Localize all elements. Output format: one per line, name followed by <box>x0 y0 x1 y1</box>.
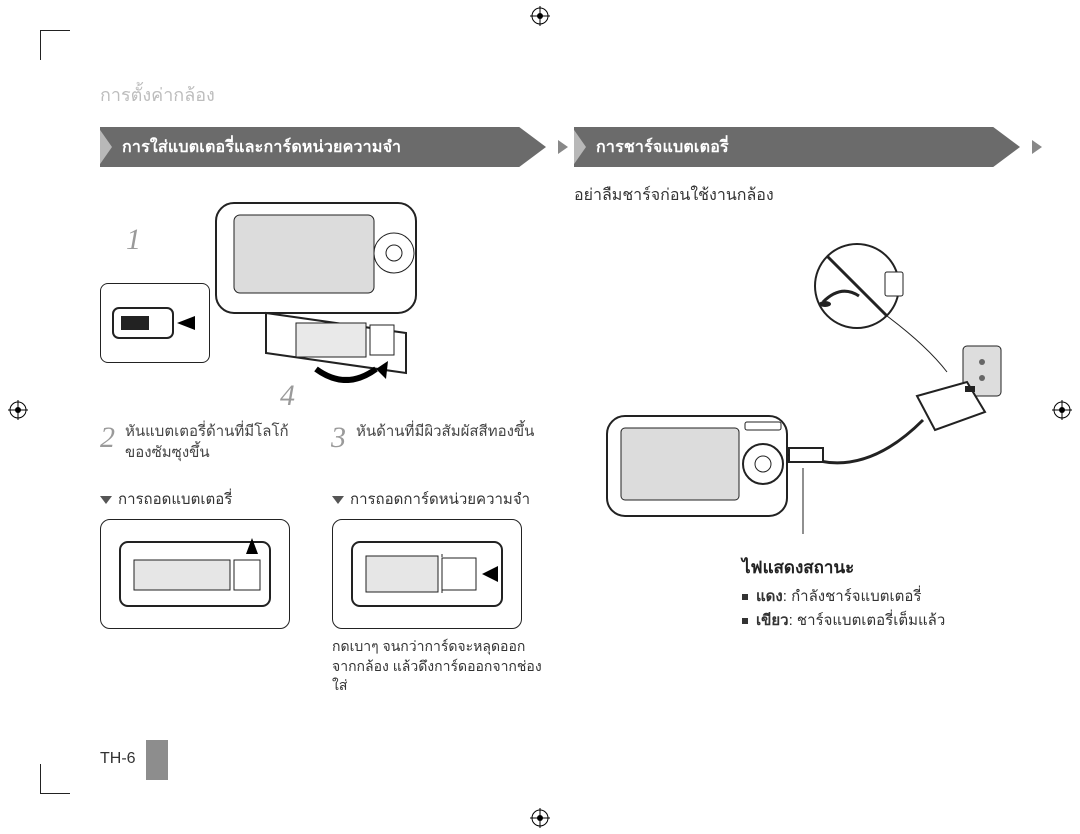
triangle-down-icon <box>332 496 344 504</box>
step-number-3: 3 <box>331 421 346 455</box>
manual-page: การตั้งค่ากล้อง การใส่แบตเตอรี่และการ์ดห… <box>0 0 1080 834</box>
section-header: การตั้งค่ากล้อง <box>100 80 1020 109</box>
page-number-text: TH-6 <box>100 750 136 768</box>
page-number: TH-6 <box>100 740 168 780</box>
heading-charge-battery: การชาร์จแบตเตอรี่ <box>574 127 1020 167</box>
remove-card-caption: กดเบาๆ จนกว่าการ์ดจะหลุดออกจากกล้อง แล้ว… <box>332 637 546 696</box>
page-content: การตั้งค่ากล้อง การใส่แบตเตอรี่และการ์ดห… <box>100 80 1020 774</box>
bullet-icon <box>742 594 748 600</box>
triangle-down-icon <box>100 496 112 504</box>
heading-insert-battery: การใส่แบตเตอรี่และการ์ดหน่วยความจำ <box>100 127 546 167</box>
crop-mark-icon <box>40 764 70 794</box>
remove-card-illustration <box>332 519 522 629</box>
latch-inset-illustration <box>100 283 210 363</box>
remove-card-block: การถอดการ์ดหน่วยความจำ กดเบาๆ จนกว่าการ์… <box>332 487 546 696</box>
insert-battery-column: การใส่แบตเตอรี่และการ์ดหน่วยความจำ 1 <box>100 127 546 696</box>
registration-mark-icon <box>1052 400 1072 420</box>
status-red: แดง: กำลังชาร์จแบตเตอรี่ <box>742 585 1020 609</box>
camera-open-illustration: 1 <box>100 183 546 413</box>
step-number-2: 2 <box>100 421 115 455</box>
remove-battery-block: การถอดแบตเตอรี่ <box>100 487 314 696</box>
crop-mark-icon <box>40 30 70 60</box>
step-3-text: หันด้านที่มีผิวสัมผัสสีทองขึ้น <box>356 421 534 442</box>
status-indicator-block: ไฟแสดงสถานะ แดง: กำลังชาร์จแบตเตอรี่ เขี… <box>574 554 1020 633</box>
charge-note: อย่าลืมชาร์จก่อนใช้งานกล้อง <box>574 183 1020 208</box>
step-number-1: 1 <box>126 223 141 257</box>
step-number-4: 4 <box>280 379 295 413</box>
step-2-text: หันแบตเตอรี่ด้านที่มีโลโก้ของซัมซุงขึ้น <box>125 421 315 463</box>
registration-mark-icon <box>530 6 550 26</box>
charging-illustration <box>574 236 1020 536</box>
registration-mark-icon <box>8 400 28 420</box>
remove-battery-title: การถอดแบตเตอรี่ <box>118 491 232 508</box>
heading-text: การชาร์จแบตเตอรี่ <box>596 127 729 167</box>
chevron-right-icon <box>1032 140 1042 154</box>
heading-text: การใส่แบตเตอรี่และการ์ดหน่วยความจำ <box>122 127 401 167</box>
status-green: เขียว: ชาร์จแบตเตอรี่เต็มแล้ว <box>742 609 1020 633</box>
remove-card-title: การถอดการ์ดหน่วยความจำ <box>350 491 530 508</box>
chevron-right-icon <box>558 140 568 154</box>
charge-battery-column: การชาร์จแบตเตอรี่ อย่าลืมชาร์จก่อนใช้งาน… <box>574 127 1020 696</box>
status-title: ไฟแสดงสถานะ <box>742 554 1020 581</box>
remove-battery-illustration <box>100 519 290 629</box>
page-number-bar-icon <box>146 740 168 780</box>
bullet-icon <box>742 618 748 624</box>
step-text-row: 2 หันแบตเตอรี่ด้านที่มีโลโก้ของซัมซุงขึ้… <box>100 421 546 463</box>
registration-mark-icon <box>530 808 550 828</box>
